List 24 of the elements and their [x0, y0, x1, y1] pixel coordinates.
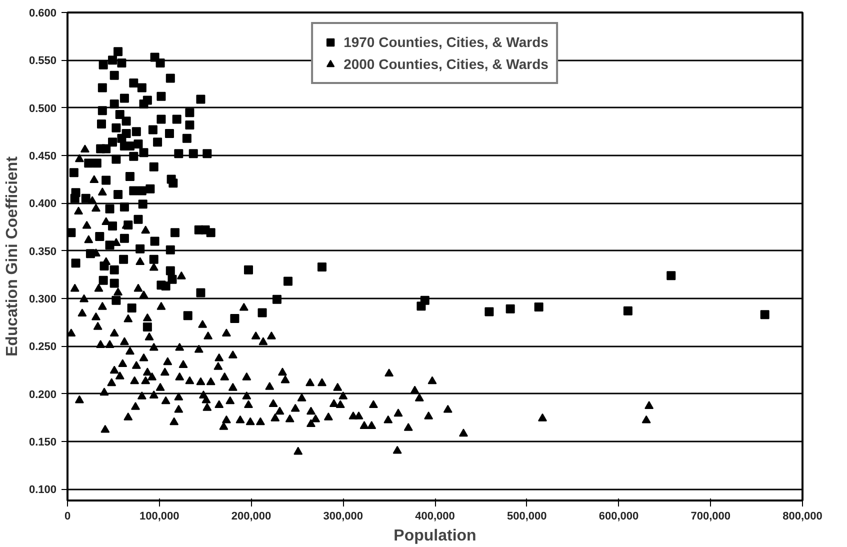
y-tick-label: 0.350	[28, 246, 57, 258]
x-tick-label: 0	[64, 510, 71, 522]
x-tick-label: 700,000	[690, 510, 731, 522]
y-tick-label: 0.600	[28, 8, 57, 20]
x-axis-title: Population	[394, 528, 476, 544]
y-tick-label: 0.300	[28, 293, 57, 306]
y-tick-label: 0.250	[28, 341, 57, 354]
y-tick-label: 0.450	[28, 150, 57, 162]
y-tick-label: 0.500	[28, 102, 57, 115]
x-tick-label: 100,000	[139, 510, 180, 522]
x-tick-label: 500,000	[506, 510, 547, 522]
x-tick-label: 200,000	[231, 510, 272, 522]
y-tick-label: 0.100	[28, 484, 57, 496]
x-tick-label: 400,000	[415, 510, 455, 522]
y-tick-label: 0.550	[28, 55, 57, 68]
x-tick-label: 300,000	[323, 510, 364, 522]
legend-label: 1970 Counties, Cities, & Wards	[344, 34, 548, 50]
y-tick-label: 0.400	[28, 198, 57, 210]
x-tick-label: 800,000	[782, 510, 822, 522]
y-tick-label: 0.200	[28, 388, 57, 401]
y-tick-label: 0.150	[28, 436, 57, 448]
x-tick-label: 600,000	[598, 510, 639, 522]
y-axis-title: Education Gini Coefficient	[4, 156, 21, 357]
legend-label: 2000 Counties, Cities, & Wards	[344, 56, 548, 72]
